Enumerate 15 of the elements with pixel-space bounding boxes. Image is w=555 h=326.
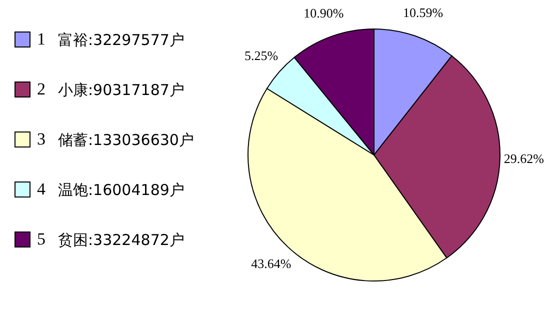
data-label: 10.59%	[402, 5, 444, 20]
legend-label: 4	[37, 180, 46, 198]
text: 温饱:16004189户	[58, 181, 184, 199]
data-label: 43.64%	[251, 256, 292, 272]
data-label: 5.25%	[244, 48, 278, 63]
text: 储蓄:133036630户	[58, 131, 194, 149]
text: 小康:90317187户	[58, 81, 184, 99]
text: 贫困:33224872户	[58, 231, 184, 249]
legend-label: 5	[37, 230, 46, 248]
data-label: 29.62%	[504, 150, 544, 166]
text: 富裕:32297577户	[58, 31, 184, 49]
legend-label: 1	[37, 30, 46, 48]
legend-label: 2	[37, 80, 46, 98]
data-label: 10.90%	[304, 6, 344, 21]
legend-label: 3	[37, 130, 46, 148]
